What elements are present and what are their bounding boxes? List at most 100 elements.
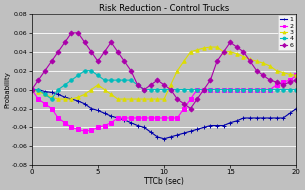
4 [70, 79, 73, 81]
6 [275, 81, 278, 83]
1 [70, 98, 73, 100]
1 [228, 122, 232, 124]
4 [288, 89, 292, 91]
2 [156, 117, 159, 119]
4 [63, 84, 66, 86]
6 [89, 51, 93, 53]
4 [50, 98, 53, 100]
6 [63, 41, 66, 44]
2 [189, 98, 192, 100]
3 [189, 51, 192, 53]
6 [109, 41, 113, 44]
1 [248, 117, 252, 119]
1 [149, 131, 153, 133]
6 [228, 41, 232, 44]
4 [268, 89, 272, 91]
6 [37, 79, 40, 81]
1 [255, 117, 259, 119]
4 [182, 89, 186, 91]
1 [281, 117, 285, 119]
4 [295, 89, 298, 91]
4 [189, 89, 192, 91]
2 [288, 79, 292, 81]
1 [162, 138, 166, 140]
4 [248, 89, 252, 91]
1 [235, 120, 239, 122]
3 [63, 98, 66, 100]
6 [50, 60, 53, 62]
1 [103, 112, 106, 114]
4 [116, 79, 120, 81]
4 [103, 79, 106, 81]
6 [43, 70, 47, 72]
6 [96, 60, 100, 62]
1 [295, 107, 298, 110]
1 [50, 91, 53, 94]
2 [142, 117, 146, 119]
4 [43, 93, 47, 96]
4 [76, 74, 80, 77]
4 [222, 89, 225, 91]
6 [70, 32, 73, 34]
4 [37, 89, 40, 91]
3 [116, 98, 120, 100]
4 [242, 89, 245, 91]
6 [103, 51, 106, 53]
6 [215, 60, 219, 62]
4 [275, 89, 278, 91]
3 [209, 46, 212, 48]
6 [123, 60, 126, 62]
2 [255, 89, 259, 91]
6 [248, 60, 252, 62]
2 [281, 81, 285, 83]
1 [169, 136, 173, 138]
Line: 3: 3 [30, 45, 298, 101]
6 [116, 51, 120, 53]
3 [89, 89, 93, 91]
3 [162, 98, 166, 100]
3 [83, 93, 87, 96]
1 [142, 126, 146, 129]
2 [50, 107, 53, 110]
3 [202, 47, 206, 49]
1 [175, 134, 179, 136]
3 [261, 62, 265, 64]
6 [129, 70, 133, 72]
4 [109, 79, 113, 81]
4 [136, 84, 139, 86]
1 [96, 109, 100, 112]
2 [89, 129, 93, 131]
3 [195, 49, 199, 51]
4 [89, 70, 93, 72]
2 [56, 117, 60, 119]
6 [195, 98, 199, 100]
1 [129, 122, 133, 124]
6 [268, 79, 272, 81]
2 [182, 107, 186, 110]
2 [37, 98, 40, 100]
4 [261, 89, 265, 91]
3 [248, 58, 252, 60]
1 [222, 124, 225, 127]
3 [268, 65, 272, 67]
3 [295, 74, 298, 77]
1 [268, 117, 272, 119]
3 [76, 96, 80, 98]
1 [182, 132, 186, 134]
1 [288, 112, 292, 114]
3 [169, 84, 173, 86]
2 [103, 124, 106, 127]
Line: 6: 6 [30, 31, 298, 110]
3 [175, 70, 179, 72]
3 [149, 98, 153, 100]
4 [30, 89, 34, 91]
2 [83, 130, 87, 132]
1 [37, 89, 40, 91]
3 [37, 90, 40, 93]
3 [156, 98, 159, 100]
1 [30, 89, 34, 91]
6 [222, 51, 225, 53]
2 [96, 126, 100, 129]
1 [189, 130, 192, 132]
2 [63, 122, 66, 124]
